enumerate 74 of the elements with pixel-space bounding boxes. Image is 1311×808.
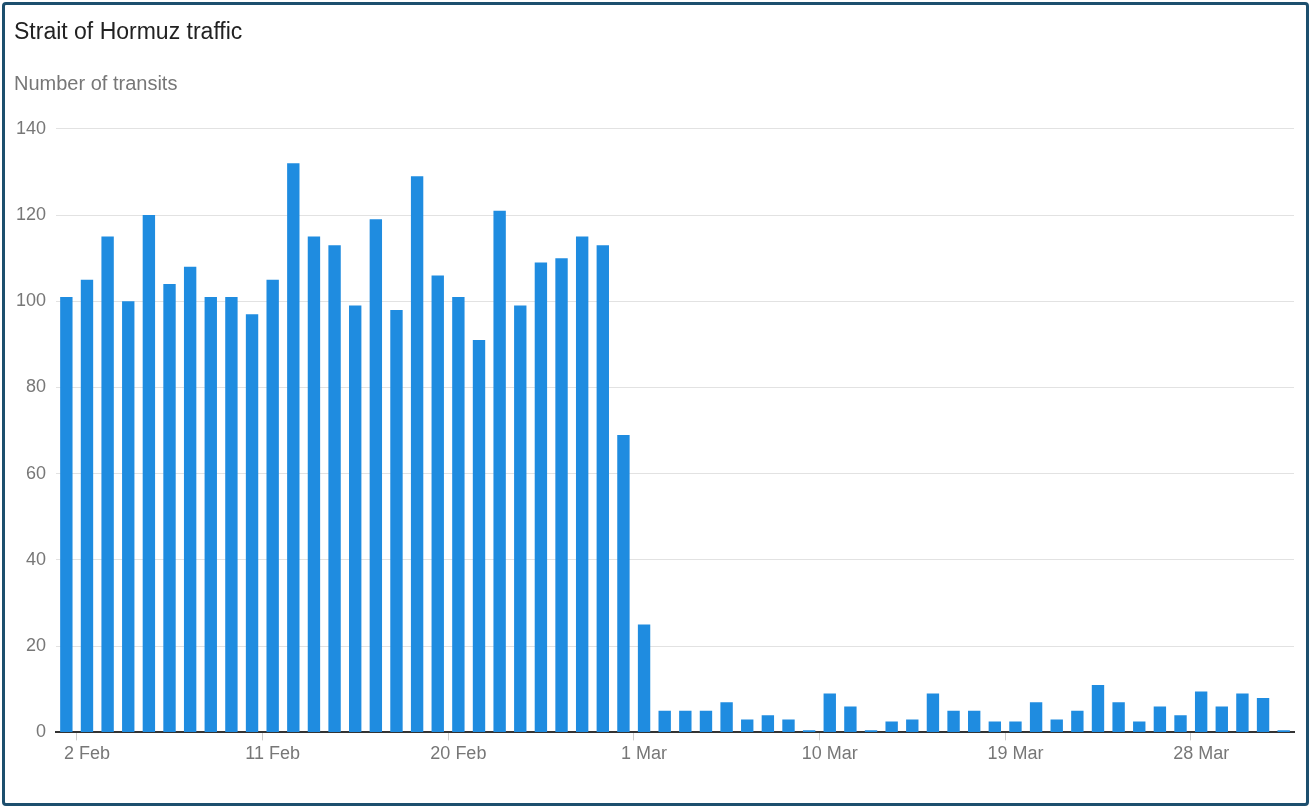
bar — [204, 296, 217, 732]
y-tick-label: 60 — [26, 462, 47, 483]
bar — [1112, 702, 1125, 732]
bar — [534, 262, 548, 732]
bar — [968, 710, 981, 732]
y-tick-label: 140 — [15, 117, 47, 138]
bar — [823, 693, 836, 732]
x-tick-label: 19 Mar — [987, 743, 1044, 764]
bar — [699, 710, 713, 732]
bar — [1194, 691, 1208, 732]
x-tick-label: 1 Mar — [621, 743, 668, 764]
bar — [844, 706, 857, 732]
bar — [472, 340, 486, 732]
bar — [80, 279, 94, 732]
bar — [225, 296, 238, 732]
y-tick-label: 80 — [26, 376, 47, 397]
y-tick-label: 100 — [15, 290, 47, 311]
y-axis-title: Number of transits — [14, 72, 178, 95]
bar — [452, 296, 465, 732]
y-tick-label: 0 — [36, 721, 47, 742]
bar — [1236, 693, 1249, 732]
y-tick-label: 120 — [15, 204, 47, 224]
bar — [287, 163, 300, 732]
bar — [720, 702, 733, 732]
bar — [617, 434, 630, 732]
bar — [1153, 706, 1167, 732]
bar — [679, 710, 692, 732]
bar — [926, 693, 940, 732]
bar — [142, 215, 156, 732]
bar — [1133, 721, 1146, 732]
bar — [741, 719, 754, 732]
bar — [514, 305, 527, 732]
bar — [183, 266, 197, 732]
bar — [266, 279, 279, 732]
y-tick-label: 40 — [26, 548, 47, 569]
y-tick-label: 20 — [26, 635, 47, 656]
x-tick-label: 28 Mar — [1173, 743, 1230, 764]
bar — [122, 301, 135, 732]
bar — [349, 305, 362, 732]
bar — [1050, 719, 1063, 732]
bar — [1071, 710, 1084, 732]
bar — [163, 284, 176, 732]
bar — [101, 236, 114, 732]
bar — [637, 624, 651, 732]
bar — [575, 236, 589, 732]
bar — [369, 219, 383, 732]
bar — [658, 710, 671, 732]
bar — [493, 210, 506, 732]
bar — [410, 176, 424, 732]
chart-title: Strait of Hormuz traffic — [14, 18, 243, 45]
bar — [885, 721, 898, 732]
bar — [307, 236, 321, 732]
bar — [245, 314, 259, 732]
bar — [1029, 702, 1043, 732]
bar — [761, 715, 775, 732]
bar — [431, 275, 444, 732]
bar — [988, 721, 1002, 732]
x-tick-label: 11 Feb — [245, 743, 301, 764]
x-tick-label: 20 Feb — [430, 743, 487, 764]
bar — [328, 245, 341, 732]
bar — [1091, 684, 1105, 732]
bar — [947, 710, 960, 732]
x-tick-label: 2 Feb — [63, 743, 110, 764]
bar — [60, 296, 73, 732]
bar — [906, 719, 919, 732]
bar — [1174, 715, 1187, 732]
bar — [1215, 706, 1228, 732]
bar — [596, 245, 609, 732]
bar — [1009, 721, 1022, 732]
bar — [1256, 697, 1270, 732]
x-tick-label: 10 Mar — [801, 743, 858, 764]
bar — [555, 258, 568, 732]
bar — [390, 309, 403, 732]
bar — [782, 719, 795, 732]
